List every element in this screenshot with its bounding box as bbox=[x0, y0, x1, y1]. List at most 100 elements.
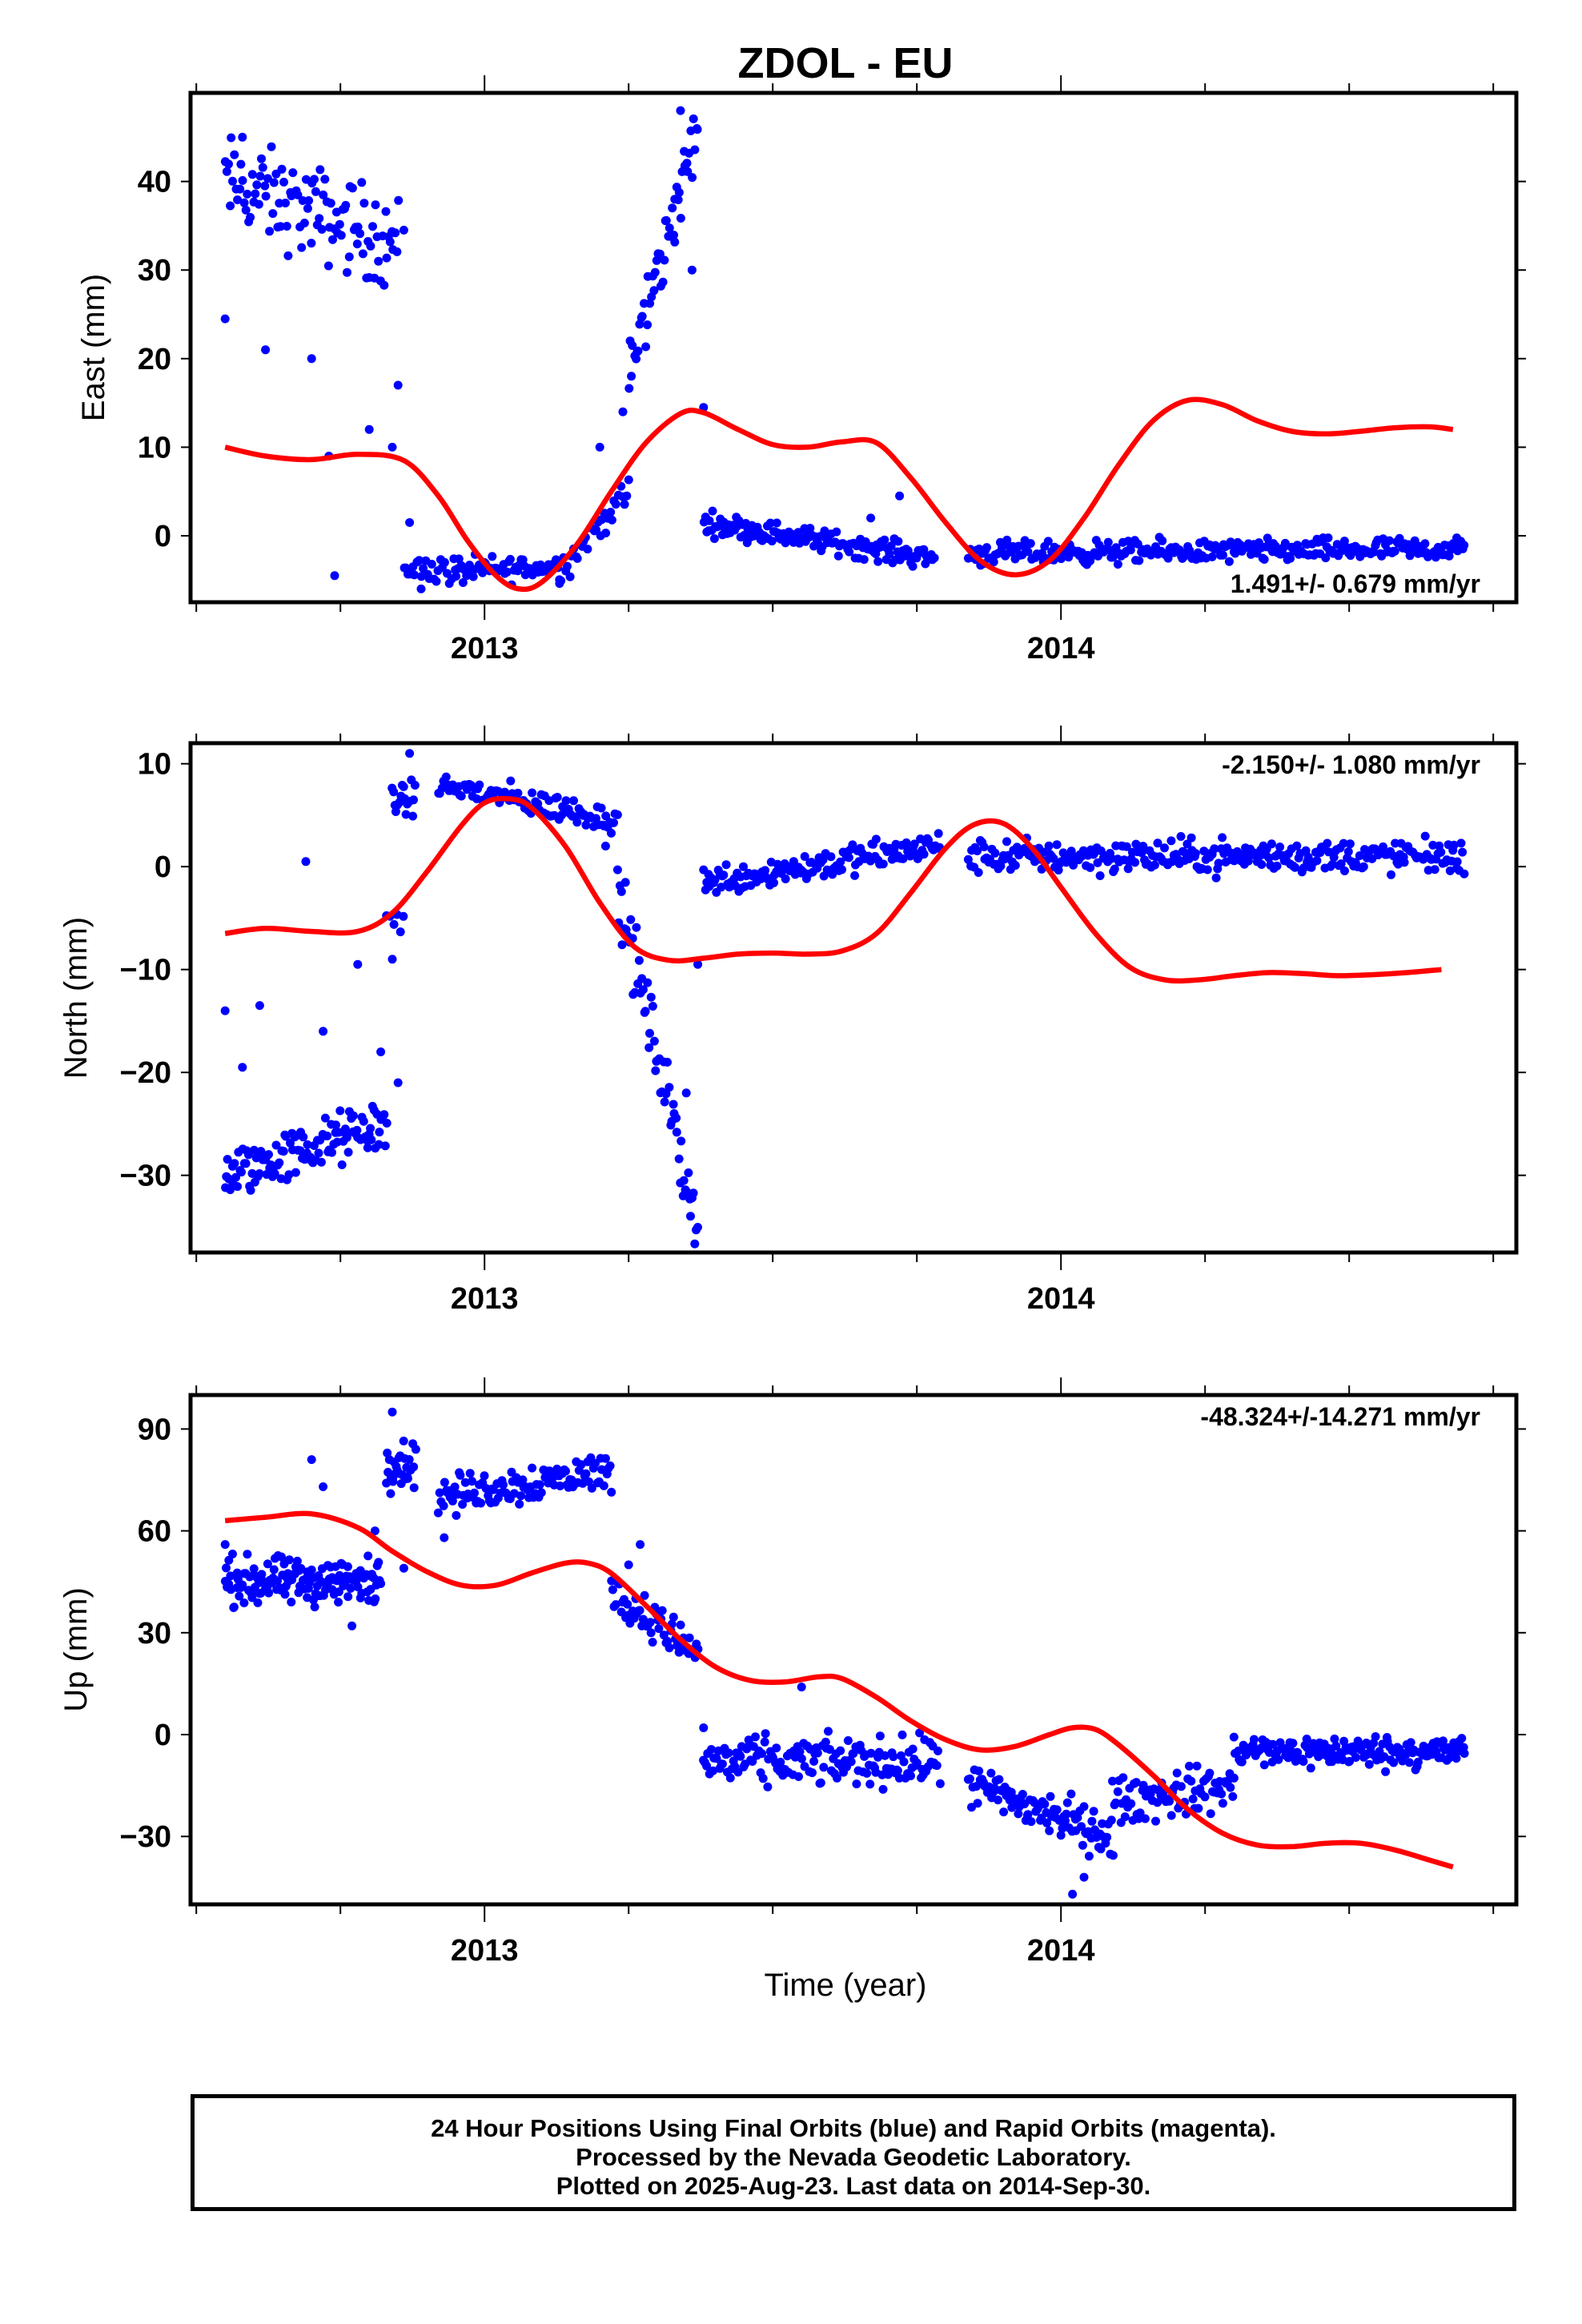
up-point-357 bbox=[702, 1761, 712, 1771]
north-point-412 bbox=[850, 870, 860, 880]
north-point-105 bbox=[363, 1143, 372, 1152]
panel-east: 0 10 20 30 40 2013 2014 East (mm) 1.491+/- 0.679… bbox=[76, 75, 1526, 665]
east-xtick-label-1: 2014 bbox=[1027, 632, 1095, 665]
up-point-513 bbox=[934, 1746, 942, 1755]
east-point-304 bbox=[708, 506, 717, 516]
up-point-752 bbox=[1302, 1735, 1311, 1743]
up-point-284 bbox=[587, 1483, 596, 1493]
east-point-151 bbox=[458, 578, 468, 587]
up-point-810 bbox=[1381, 1767, 1391, 1776]
east-point-1 bbox=[222, 167, 231, 176]
up-point-678 bbox=[1200, 1792, 1210, 1802]
north-point-290 bbox=[660, 1097, 669, 1107]
up-ytick-label-2: 30 bbox=[138, 1617, 171, 1651]
up-point-514 bbox=[935, 1779, 945, 1788]
north-point-693 bbox=[1339, 838, 1348, 848]
north-point-518 bbox=[1049, 854, 1058, 863]
east-point-665 bbox=[1321, 553, 1331, 563]
north-point-19 bbox=[246, 1185, 255, 1195]
east-point-48 bbox=[297, 243, 307, 252]
up-point-537 bbox=[994, 1795, 1002, 1805]
north-point-143 bbox=[399, 782, 408, 791]
north-point-244 bbox=[596, 803, 606, 813]
north-point-102 bbox=[359, 1116, 368, 1126]
up-point-428 bbox=[808, 1768, 817, 1778]
up-point-852 bbox=[1439, 1736, 1447, 1746]
north-point-48 bbox=[286, 1138, 295, 1148]
east-point-147 bbox=[452, 572, 461, 581]
north-point-644 bbox=[1257, 860, 1267, 869]
east-point-102 bbox=[382, 253, 391, 263]
up-point-368 bbox=[717, 1759, 727, 1769]
up-point-117 bbox=[343, 1562, 352, 1571]
east-point-10 bbox=[236, 159, 246, 169]
east-point-116 bbox=[364, 424, 374, 434]
up-point-452 bbox=[843, 1736, 853, 1745]
east-point-92 bbox=[366, 241, 375, 251]
up-point-252 bbox=[536, 1488, 546, 1498]
east-point-725 bbox=[1420, 539, 1430, 549]
east-point-251 bbox=[633, 346, 643, 356]
north-point-696 bbox=[1343, 847, 1353, 856]
north-xtick-label-0: 2013 bbox=[451, 1282, 519, 1316]
east-point-433 bbox=[908, 561, 917, 571]
east-point-16 bbox=[246, 212, 255, 222]
east-point-127 bbox=[415, 556, 424, 565]
up-point-188 bbox=[435, 1488, 444, 1498]
east-point-118 bbox=[399, 225, 408, 235]
up-point-496 bbox=[908, 1744, 917, 1754]
up-point-445 bbox=[833, 1773, 841, 1783]
up-point-28 bbox=[249, 1564, 259, 1574]
east-point-84 bbox=[353, 222, 363, 231]
up-point-172 bbox=[399, 1436, 408, 1445]
up-point-572 bbox=[1045, 1826, 1054, 1835]
east-point-178 bbox=[505, 554, 515, 564]
east-point-14 bbox=[243, 189, 252, 199]
up-point-668 bbox=[1185, 1761, 1194, 1771]
north-point-89 bbox=[340, 1124, 350, 1134]
up-point-292 bbox=[600, 1454, 610, 1463]
east-point-100 bbox=[379, 280, 389, 290]
north-point-618 bbox=[1214, 858, 1223, 868]
east-point-230 bbox=[601, 529, 611, 538]
up-point-578 bbox=[1052, 1805, 1062, 1815]
up-point-390 bbox=[751, 1732, 760, 1742]
up-point-697 bbox=[1229, 1773, 1239, 1783]
north-point-251 bbox=[609, 818, 618, 827]
up-point-714 bbox=[1249, 1735, 1259, 1744]
east-point-345 bbox=[772, 518, 781, 528]
north-point-567 bbox=[1130, 858, 1140, 867]
north-point-520 bbox=[1052, 840, 1062, 850]
east-point-107 bbox=[391, 228, 400, 238]
up-plot-frame bbox=[188, 1393, 1519, 1907]
up-ytick-label-1: 0 bbox=[155, 1719, 171, 1752]
up-point-216 bbox=[480, 1471, 489, 1481]
north-point-265 bbox=[626, 915, 636, 924]
up-point-532 bbox=[986, 1768, 996, 1778]
east-point-271 bbox=[661, 215, 671, 225]
north-point-490 bbox=[1002, 837, 1011, 846]
north-point-456 bbox=[919, 850, 929, 859]
up-point-396 bbox=[760, 1737, 769, 1747]
east-point-269 bbox=[660, 255, 669, 265]
north-point-61 bbox=[303, 1140, 312, 1149]
up-point-12 bbox=[232, 1568, 242, 1578]
north-point-361 bbox=[769, 878, 778, 887]
east-point-93 bbox=[368, 222, 377, 231]
up-point-774 bbox=[1331, 1741, 1341, 1751]
up-point-625 bbox=[1118, 1773, 1128, 1783]
east-point-77 bbox=[343, 267, 351, 277]
up-point-866 bbox=[1457, 1734, 1467, 1743]
north-point-123 bbox=[301, 857, 311, 866]
north-point-766 bbox=[1460, 869, 1469, 879]
up-point-554 bbox=[1018, 1790, 1027, 1799]
north-point-692 bbox=[1336, 859, 1346, 869]
east-point-273 bbox=[665, 223, 674, 233]
north-point-356 bbox=[761, 866, 770, 875]
footer-line-2: Processed by the Nevada Geodetic Laborat… bbox=[576, 2143, 1131, 2171]
east-point-402 bbox=[859, 555, 869, 565]
north-point-465 bbox=[934, 829, 943, 838]
east-point-83 bbox=[352, 239, 362, 249]
up-point-617 bbox=[1068, 1889, 1078, 1899]
north-point-762 bbox=[1452, 857, 1462, 866]
